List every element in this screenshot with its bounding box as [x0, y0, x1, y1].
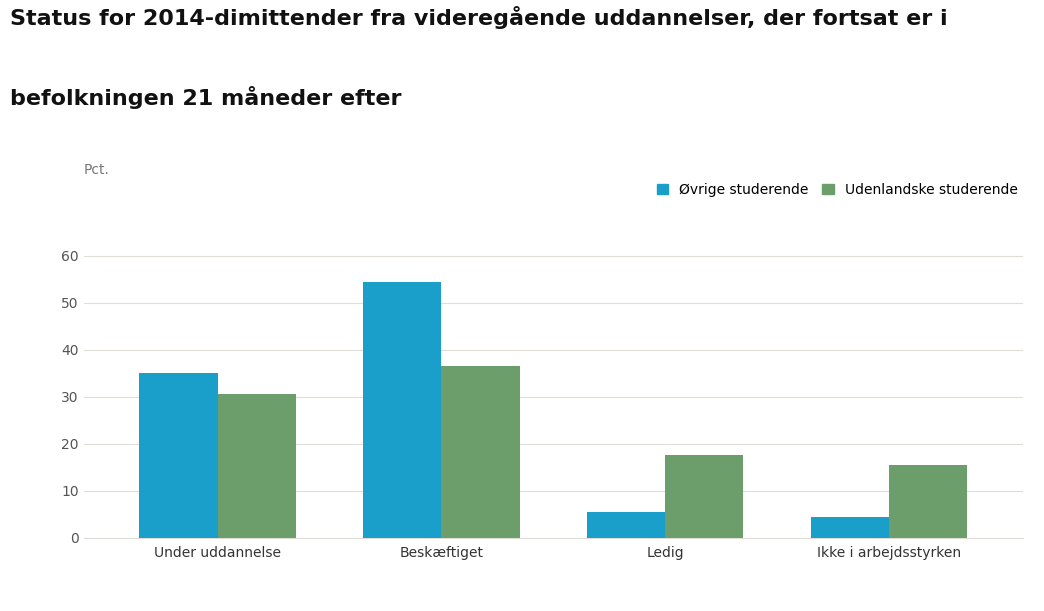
Bar	[665, 455, 743, 538]
Text: Pct.: Pct.	[84, 163, 110, 177]
Bar	[888, 465, 967, 538]
Legend: Øvrige studerende, Udenlandske studerende: Øvrige studerende, Udenlandske studerend…	[651, 177, 1023, 202]
Bar	[442, 366, 520, 538]
Bar	[363, 282, 442, 538]
Bar	[218, 394, 296, 538]
Bar	[587, 512, 665, 538]
Bar	[810, 516, 888, 538]
Text: befolkningen 21 måneder efter: befolkningen 21 måneder efter	[10, 86, 402, 109]
Bar	[140, 373, 218, 538]
Text: Status for 2014-dimittender fra videregående uddannelser, der fortsat er i: Status for 2014-dimittender fra videregå…	[10, 6, 948, 29]
